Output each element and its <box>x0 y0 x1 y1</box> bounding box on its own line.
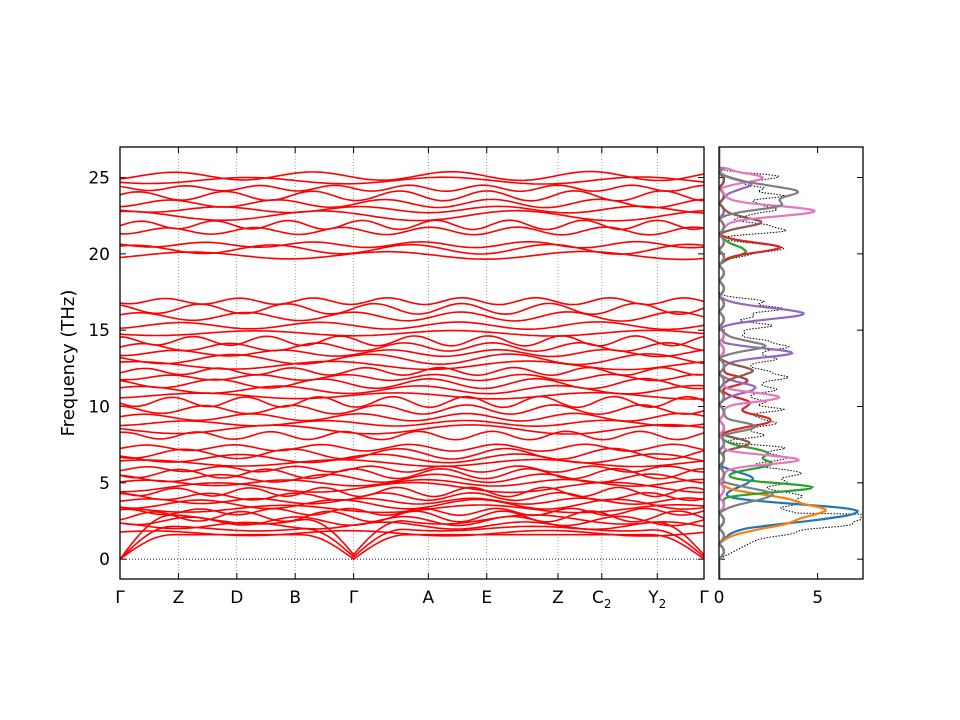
optical-branch <box>120 170 704 182</box>
optical-branch <box>120 184 704 193</box>
optical-branch <box>120 453 704 464</box>
partial-dos-curve <box>719 147 800 579</box>
acoustic-branch <box>120 525 704 560</box>
optical-branch <box>120 360 704 371</box>
optical-branch <box>120 243 704 256</box>
optical-branch <box>120 507 704 517</box>
optical-branch <box>120 443 704 452</box>
optical-branch <box>120 412 704 422</box>
optical-branch <box>120 473 704 484</box>
optical-branch <box>120 335 704 347</box>
y-tick-label: 25 <box>88 169 110 189</box>
path-label: C2 <box>592 588 612 611</box>
optical-branch <box>120 373 704 382</box>
optical-branch <box>120 423 704 435</box>
path-label: Γ <box>349 588 359 608</box>
optical-branch <box>120 491 704 502</box>
optical-branch <box>120 384 704 395</box>
total-dos <box>719 147 862 579</box>
optical-branch <box>120 529 704 537</box>
optical-branch <box>120 447 704 461</box>
y-tick-label: 15 <box>88 321 110 341</box>
optical-branch <box>120 520 704 531</box>
path-label: Γ <box>115 588 125 608</box>
band-plot-frame <box>119 146 705 580</box>
dos-x-tick-label: 0 <box>714 588 725 608</box>
optical-branch <box>120 348 704 358</box>
dos-x-tick-label: 5 <box>812 588 823 608</box>
optical-branch <box>120 341 704 353</box>
path-label: E <box>481 588 492 608</box>
optical-branch <box>120 296 704 306</box>
optical-branch <box>120 395 704 409</box>
optical-branch <box>120 486 704 498</box>
y-axis-label: Frequency (THz) <box>58 290 79 437</box>
optical-branch <box>120 302 704 316</box>
optical-branch <box>120 478 704 488</box>
optical-branch <box>120 209 704 222</box>
band-structure-panel: Γ Z D B Γ A E Z C2 Y2 Γ 0 5 10 15 20 25 Frequency (THz) <box>58 146 709 611</box>
path-label: Z <box>552 588 564 608</box>
band-lines <box>120 170 704 561</box>
optical-branch <box>120 176 704 185</box>
optical-branch <box>120 515 704 527</box>
optical-branch <box>120 329 704 337</box>
optical-branch <box>120 240 704 249</box>
optical-branch <box>120 430 704 441</box>
optical-branch <box>120 504 704 514</box>
path-label: Z <box>173 588 185 608</box>
y-tick-label: 20 <box>88 245 110 265</box>
dos-plot-frame <box>718 146 864 580</box>
optical-branch <box>120 458 704 468</box>
optical-branch <box>120 310 704 322</box>
y-tick-label: 10 <box>88 398 110 418</box>
optical-branch <box>120 467 704 480</box>
band-y-tick-labels: 0 5 10 15 20 25 <box>88 169 110 571</box>
path-label: B <box>289 588 301 608</box>
y-tick-label: 0 <box>99 550 110 570</box>
path-label: D <box>230 588 243 608</box>
path-label: Γ <box>699 588 709 608</box>
optical-branch <box>120 404 704 416</box>
path-label: A <box>423 588 435 608</box>
optical-branch <box>120 419 704 428</box>
optical-branch <box>120 321 704 331</box>
path-label: Y2 <box>647 588 666 611</box>
band-path-labels: Γ Z D B Γ A E Z C2 Y2 Γ <box>115 588 709 611</box>
optical-branch <box>120 190 704 202</box>
optical-branch <box>120 219 704 231</box>
optical-branch <box>120 465 704 473</box>
y-tick-label: 5 <box>99 474 110 494</box>
